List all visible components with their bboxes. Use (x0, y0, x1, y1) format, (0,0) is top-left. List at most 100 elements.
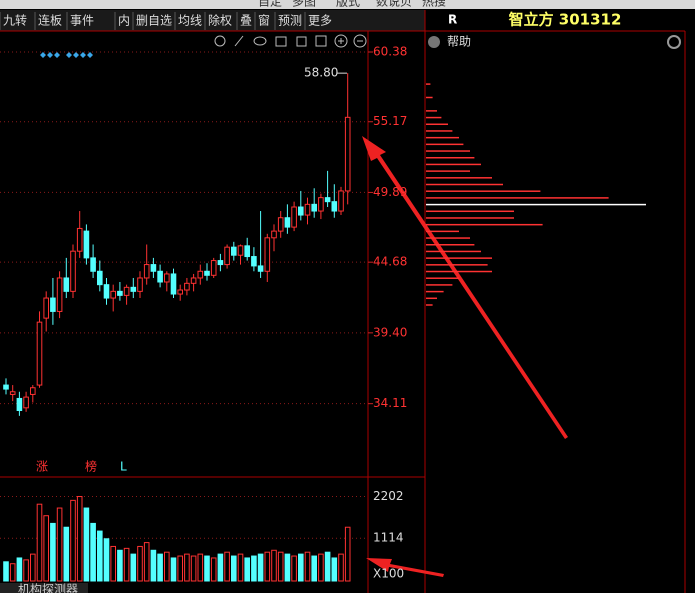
toolbar-item[interactable]: 窗 (258, 14, 270, 28)
candle-body (291, 206, 297, 228)
chip-bar (426, 290, 444, 293)
chip-bar (426, 244, 475, 246)
toolbar-item[interactable]: 删自选 (136, 14, 172, 28)
menu-item[interactable]: 热搜 (422, 0, 446, 9)
menu-bar (0, 0, 695, 9)
chip-bar (426, 110, 437, 112)
candle-body (284, 217, 291, 228)
menu-item[interactable]: 自定 (258, 0, 282, 9)
candle-body (36, 321, 43, 386)
volume-bar (36, 503, 43, 582)
settings-icon[interactable] (667, 35, 681, 49)
candle-body (177, 289, 183, 295)
event-marker[interactable]: 涨 (36, 459, 48, 474)
arrows (362, 136, 568, 577)
candle-body (110, 290, 117, 299)
chip-bar (426, 210, 514, 213)
candle-body (170, 273, 177, 295)
volume-bar (284, 553, 291, 582)
candle-body (50, 297, 56, 312)
volume-bar (150, 549, 157, 582)
volume-bar (177, 555, 183, 582)
volume-tick-label: 1114 (373, 531, 404, 545)
candle-body (150, 264, 157, 272)
candle-body (184, 282, 190, 291)
chip-bar (426, 257, 492, 259)
candle-body (271, 230, 277, 239)
stock-title: 智立方 301312 (509, 11, 622, 29)
volume-bar (324, 551, 331, 582)
chip-bar (426, 197, 609, 199)
toolbar-item[interactable]: 九转 (3, 13, 27, 28)
toolbar-item[interactable]: 除权 (208, 13, 232, 28)
candle-body (63, 277, 70, 292)
menu-item[interactable]: 版式 (336, 0, 360, 9)
volume-bar (237, 553, 244, 582)
candle-body (90, 257, 96, 272)
volume-bar (231, 555, 237, 582)
event-marker[interactable]: 榜 (85, 459, 97, 474)
chip-bar (426, 230, 459, 233)
volume-bar (9, 563, 16, 582)
bottom-tab[interactable] (0, 583, 88, 593)
toolbar-item[interactable]: 事件 (70, 14, 94, 28)
volume-bar (318, 553, 324, 582)
candle-body (43, 297, 50, 319)
event-marker[interactable]: L (120, 460, 127, 474)
candle-body (231, 246, 237, 256)
volume-bar (30, 553, 36, 582)
chip-bar (426, 237, 470, 239)
y-tick-label: 49.89 (373, 185, 407, 199)
diamond-icons (40, 52, 93, 58)
toolbar-item[interactable]: 均线 (178, 14, 202, 28)
y-tick-label: 55.17 (373, 114, 407, 128)
candle-body (204, 270, 210, 276)
tab-label[interactable]: 机构探测器 (18, 582, 78, 593)
volume-bar (338, 553, 344, 582)
candle-body (331, 201, 338, 212)
volume-bar (117, 549, 123, 582)
volume-bar (50, 522, 56, 582)
candle-body (257, 265, 264, 272)
chip-bar (426, 136, 459, 139)
volume-bar (3, 561, 9, 582)
candle-body (83, 230, 90, 259)
candle-body (217, 260, 224, 266)
candle-body (103, 284, 110, 299)
toolbar-item[interactable]: 叠 (240, 14, 252, 28)
volume-bar (164, 551, 170, 582)
volume-bar (277, 551, 284, 582)
y-tick-label: 34.11 (373, 396, 407, 410)
chip-bar (426, 277, 459, 279)
volume-bar (257, 553, 264, 582)
volume-bar (217, 553, 224, 582)
volume-bar (56, 507, 63, 582)
help[interactable]: 帮助 (447, 35, 471, 49)
volume-bar (197, 553, 204, 582)
volume-bar (210, 557, 217, 582)
toolbar-item[interactable]: 连板 (38, 13, 62, 28)
candle-body (264, 237, 271, 272)
candle-body (117, 290, 123, 296)
menu-item[interactable]: 数说贝 (376, 0, 412, 9)
toolbar-item[interactable]: 内 (118, 14, 130, 28)
toolbar-item[interactable]: 预测 (278, 14, 302, 28)
toolbar-item[interactable]: 更多 (308, 14, 332, 28)
chip-bar (426, 156, 475, 159)
candle-body (344, 116, 351, 192)
chip-bar (426, 163, 481, 166)
chip-bar (426, 217, 514, 219)
menu-item[interactable]: 多图 (292, 0, 316, 9)
volume-bar (76, 496, 83, 582)
help-icon[interactable] (428, 36, 440, 48)
volume-bar (90, 522, 96, 582)
candle-body (210, 260, 217, 276)
volume-bar (143, 542, 150, 582)
tool-icons (214, 34, 367, 48)
candle-body (237, 245, 244, 256)
chip-bar (426, 123, 448, 126)
volume-bar (304, 551, 311, 582)
volume-bar (110, 545, 117, 582)
candle-body (190, 277, 197, 284)
toolbar (0, 10, 425, 31)
